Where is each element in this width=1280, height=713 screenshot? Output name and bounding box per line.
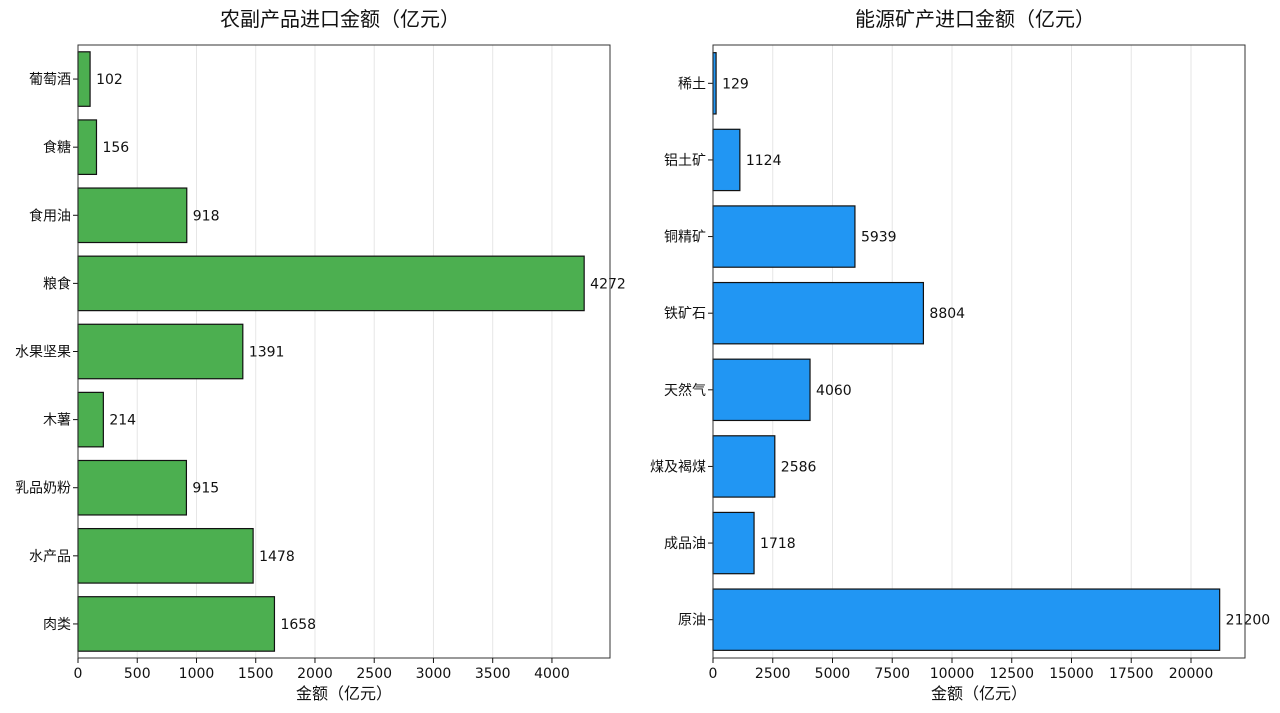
bar-value-label: 214: [109, 413, 136, 429]
plot-frame: [712, 44, 1246, 659]
chart-title: 能源矿产进口金额（亿元）: [855, 7, 1095, 31]
x-tick-label: 1500: [238, 666, 274, 682]
x-tick-label: 10000: [930, 666, 975, 682]
category-label: 乳品奶粉: [15, 481, 71, 497]
x-tick-label: 1000: [179, 666, 215, 682]
bar: [77, 527, 254, 584]
bar-value-label: 156: [102, 140, 129, 156]
category-label: 天然气: [664, 382, 706, 399]
x-tick-label: 7500: [874, 666, 910, 682]
bar-value-label: 1478: [259, 549, 295, 565]
bar: [712, 281, 925, 345]
category-label: 葡萄酒: [29, 72, 71, 88]
bar-value-label: 102: [96, 72, 123, 88]
x-tick-label: 5000: [815, 666, 851, 682]
bar: [77, 391, 104, 448]
category-label: 铜精矿: [664, 230, 706, 246]
chart-panel-1: 1658 肉类 1478 水产品 915 乳品奶粉 214 木薯 1391 水果坚果 4272 粮食 9…: [15, 7, 626, 703]
x-tick-label: 17500: [1109, 666, 1154, 682]
category-label: 稀土: [678, 76, 706, 92]
bar: [77, 51, 91, 107]
x-tick-label: 2000: [297, 666, 333, 682]
bar-value-label: 8804: [929, 306, 965, 322]
bar-value-label: 1391: [249, 345, 285, 361]
bar: [712, 588, 1221, 651]
bar-value-label: 1658: [280, 617, 316, 633]
x-tick-label: 500: [124, 666, 151, 682]
bar: [77, 459, 188, 516]
bar: [77, 119, 98, 176]
bar-value-label: 4272: [590, 276, 626, 292]
bar: [712, 128, 741, 192]
x-axis-label: 金额（亿元）: [931, 684, 1027, 703]
category-label: 铝土矿: [664, 153, 706, 169]
category-label: 煤及褐煤: [650, 459, 706, 475]
bar: [77, 255, 585, 312]
category-label: 成品油: [664, 536, 706, 552]
category-label: 食用油: [29, 207, 71, 224]
x-tick-label: 2500: [755, 666, 791, 682]
x-tick-label: 0: [74, 666, 83, 682]
bar: [77, 187, 188, 244]
bar: [712, 511, 755, 575]
bar-value-label: 129: [722, 76, 749, 92]
plot-frame: [77, 44, 611, 659]
category-label: 水产品: [29, 549, 71, 565]
bar-value-label: 4060: [816, 383, 852, 399]
bar-value-label: 5939: [861, 230, 897, 246]
category-label: 原油: [678, 613, 706, 629]
category-label: 肉类: [43, 617, 71, 633]
bar: [77, 323, 244, 380]
bar: [712, 435, 776, 498]
bar-value-label: 1124: [746, 153, 782, 169]
category-label: 水果坚果: [15, 345, 71, 361]
bar-value-label: 1718: [760, 536, 796, 552]
x-axis-label: 金额（亿元）: [296, 684, 392, 703]
category-label: 食糖: [43, 139, 71, 156]
bar: [712, 205, 856, 268]
bar-value-label: 21200: [1226, 613, 1271, 629]
bar-value-label: 2586: [781, 459, 817, 475]
x-tick-label: 3000: [416, 666, 452, 682]
category-label: 木薯: [43, 413, 71, 429]
x-tick-label: 0: [709, 666, 718, 682]
x-tick-label: 3500: [475, 666, 511, 682]
x-tick-label: 2500: [356, 666, 392, 682]
category-label: 粮食: [43, 275, 71, 292]
x-tick-label: 15000: [1049, 666, 1094, 682]
chart-title: 农副产品进口金额（亿元）: [220, 7, 460, 31]
category-label: 铁矿石: [664, 306, 706, 322]
bar: [712, 358, 811, 422]
bar-value-label: 915: [192, 481, 219, 497]
chart-panel-2: 21200 原油 1718 成品油 2586 煤及褐煤 4060 天然气 8804 铁矿石 5939…: [650, 7, 1270, 703]
x-tick-label: 4000: [534, 666, 570, 682]
bar: [77, 596, 276, 652]
x-tick-label: 12500: [989, 666, 1034, 682]
bar-value-label: 918: [193, 208, 220, 224]
x-tick-label: 20000: [1169, 666, 1214, 682]
